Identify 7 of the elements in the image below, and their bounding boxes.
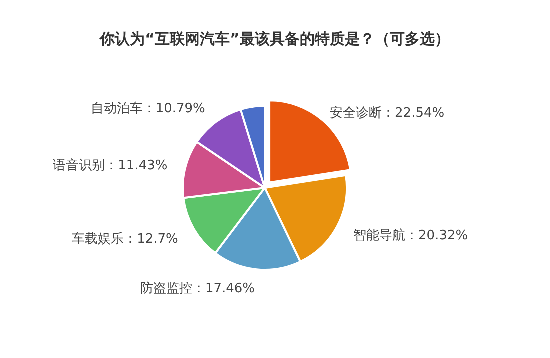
chart-title: 你认为“互联网汽车”最该具备的特质是？（可多选） [99,30,450,48]
slice-label: 车载娱乐：12.7% [72,232,178,247]
slice-label: 安全诊断：22.54% [330,105,445,122]
slice-label: 自动泊车：10.79% [90,102,206,117]
slice-label: 防盗监控：17.46% [140,282,256,296]
slice-label: 语音识别：11.43% [53,158,168,174]
slice-label: 智能导航：20.32% [354,228,468,244]
